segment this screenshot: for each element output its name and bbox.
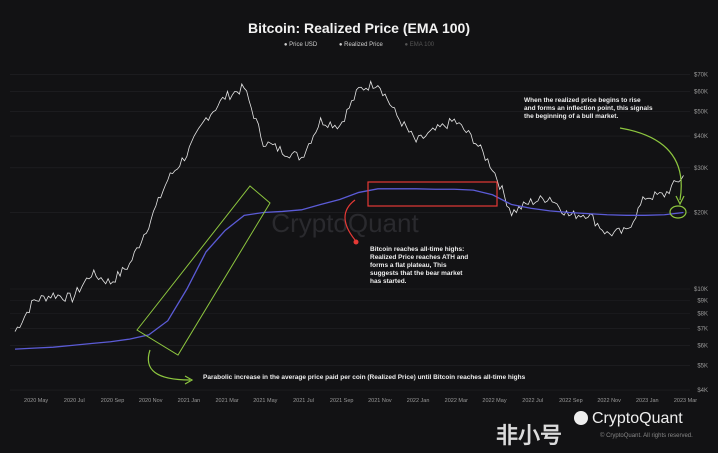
green-arrow-bottom xyxy=(147,349,191,381)
x-tick-label: 2022 May xyxy=(482,398,506,404)
x-tick-label: 2023 Mar xyxy=(674,398,697,404)
y-tick-label: $40K xyxy=(694,134,708,140)
y-tick-label: $20K xyxy=(694,211,708,217)
y-tick-label: $10K xyxy=(694,287,708,293)
legend-realized-price[interactable]: ● Realized Price xyxy=(338,42,383,48)
annotation-parabolic: Parabolic increase in the average price … xyxy=(203,374,526,381)
x-tick-label: 2022 Jan xyxy=(407,398,430,404)
legend: ● Price USD ● Realized Price ● EMA 100 xyxy=(0,42,718,48)
x-tick-label: 2023 Jan xyxy=(636,398,659,404)
green-box-annotation xyxy=(136,185,271,356)
y-tick-label: $60K xyxy=(694,89,708,95)
x-tick-label: 2022 Sep xyxy=(559,398,583,404)
x-tick-label: 2021 May xyxy=(253,398,277,404)
realized-price-line xyxy=(14,188,684,350)
x-tick-label: 2021 Nov xyxy=(368,398,392,404)
x-tick-label: 2020 Sep xyxy=(101,398,125,404)
x-tick-label: 2021 Jan xyxy=(178,398,201,404)
x-tick-label: 2020 May xyxy=(24,398,48,404)
annotation-bull-market: When the realized price begins to rise a… xyxy=(524,97,653,120)
logo-icon xyxy=(574,411,588,425)
y-tick-label: $4K xyxy=(697,388,708,394)
y-tick-label: $6K xyxy=(697,343,708,349)
green-circle-annotation xyxy=(669,205,687,219)
overlay-watermark: 非小号 xyxy=(496,423,563,448)
x-tick-label: 2022 Nov xyxy=(597,398,621,404)
x-tick-label: 2020 Jul xyxy=(64,398,85,404)
x-tick-label: 2020 Nov xyxy=(139,398,163,404)
x-tick-label: 2022 Jul xyxy=(522,398,543,404)
y-tick-label: $7K xyxy=(697,326,708,332)
green-arrow-bottom-head xyxy=(184,375,194,385)
annotation-ath-plateau: Bitcoin reaches all-time highs: Realized… xyxy=(370,246,469,285)
red-arrow xyxy=(344,199,356,241)
x-tick-label: 2021 Mar xyxy=(215,398,238,404)
x-tick-label: 2021 Sep xyxy=(330,398,354,404)
legend-price-usd[interactable]: ● Price USD xyxy=(283,42,318,48)
y-tick-label: $5K xyxy=(697,363,708,369)
y-tick-label: $8K xyxy=(697,312,708,318)
green-arrow-top-head xyxy=(675,195,685,206)
y-tick-label: $70K xyxy=(694,72,708,78)
red-box-annotation xyxy=(367,181,498,207)
red-arrow-head xyxy=(353,239,359,245)
copyright: © CryptoQuant. All rights reserved. xyxy=(600,433,693,439)
y-tick-label: $30K xyxy=(694,166,708,172)
cryptoquant-logo: CryptoQuant xyxy=(574,410,683,428)
y-tick-label: $9K xyxy=(697,299,708,305)
green-arrow-top xyxy=(619,127,682,201)
legend-ema-100[interactable]: ● EMA 100 xyxy=(404,42,435,48)
y-tick-label: $50K xyxy=(694,109,708,115)
x-tick-label: 2022 Mar xyxy=(445,398,468,404)
x-tick-label: 2021 Jul xyxy=(293,398,314,404)
chart-title: Bitcoin: Realized Price (EMA 100) xyxy=(248,20,470,36)
